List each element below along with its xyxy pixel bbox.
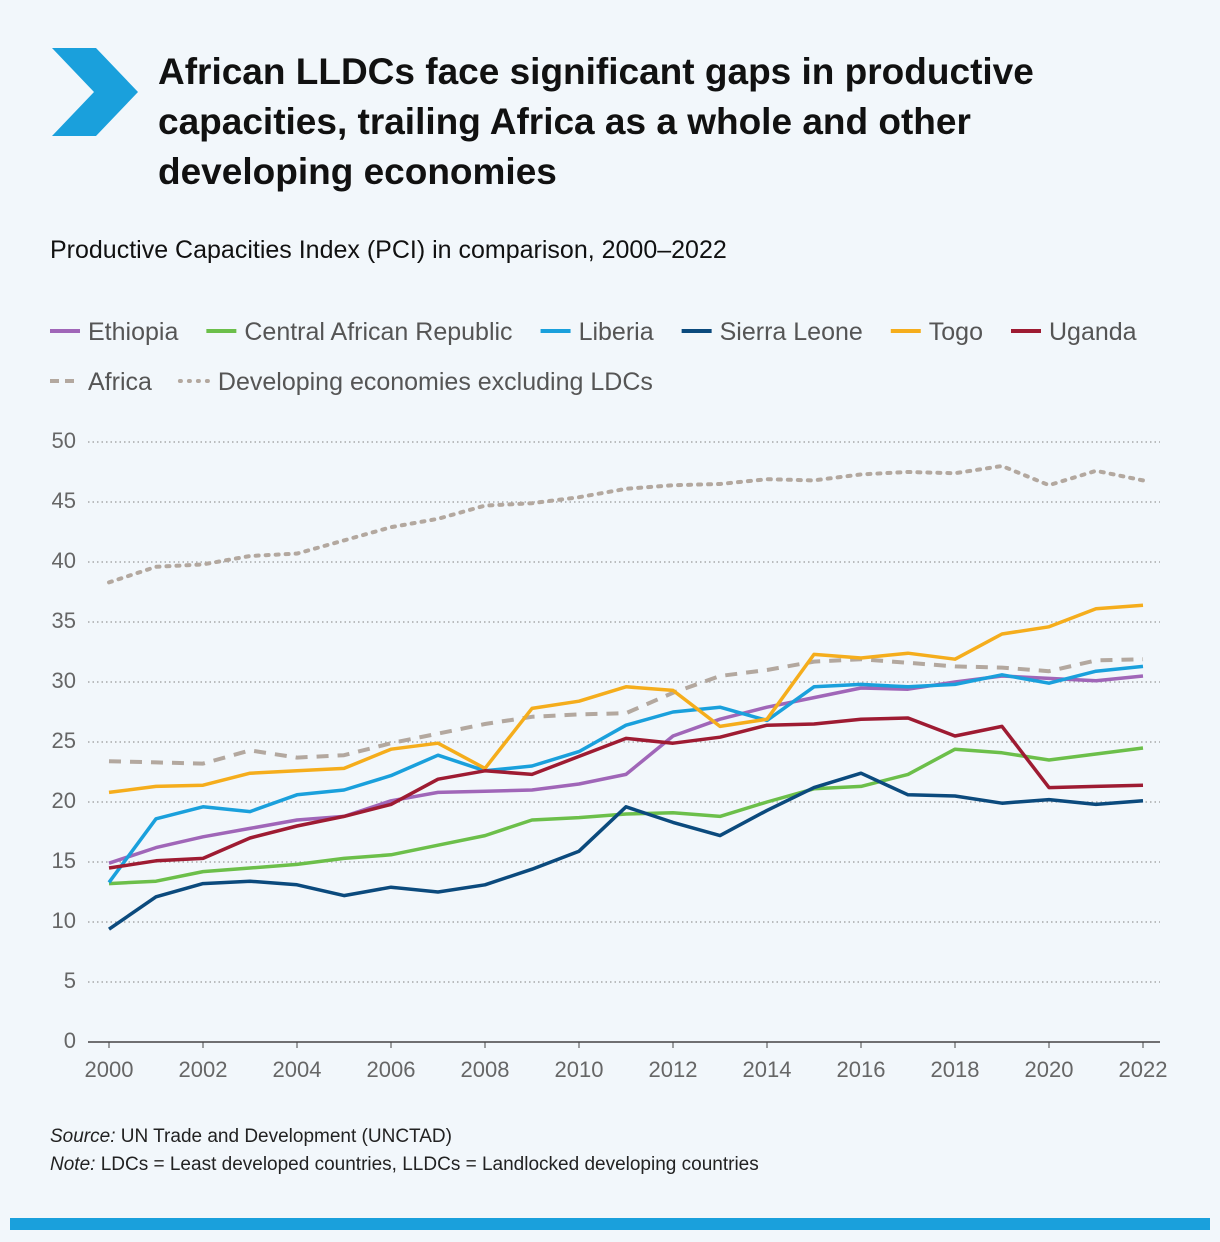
x-tick-label: 2016	[837, 1057, 886, 1082]
legend-item: Africa	[50, 368, 152, 396]
legend-label: Liberia	[579, 318, 654, 346]
y-tick-label: 50	[52, 428, 76, 453]
chevron-icon	[52, 48, 138, 136]
legend-label: Africa	[88, 368, 152, 396]
series-line	[108, 771, 1144, 931]
y-tick-label: 5	[64, 968, 76, 993]
legend-item: Liberia	[540, 318, 654, 346]
series-line	[108, 746, 1144, 886]
source: Source: UN Trade and Development (UNCTAD…	[50, 1126, 452, 1147]
x-tick-label: 2002	[179, 1057, 228, 1082]
legend-label: Ethiopia	[88, 318, 178, 346]
y-tick-label: 10	[52, 908, 76, 933]
legend-label: Togo	[929, 318, 983, 346]
y-tick-label: 0	[64, 1028, 76, 1053]
note-text: LDCs = Least developed countries, LLDCs …	[101, 1154, 759, 1175]
bottom-bar	[10, 1218, 1210, 1230]
x-tick-label: 2022	[1119, 1057, 1168, 1082]
legend-item: Togo	[890, 318, 983, 346]
legend-label: Developing economies excluding LDCs	[218, 368, 653, 396]
title-line: African LLDCs face significant gaps in p…	[158, 51, 1034, 92]
x-tick-label: 2020	[1025, 1057, 1074, 1082]
legend-item: Ethiopia	[50, 318, 178, 346]
chart-title: African LLDCs face significant gaps in p…	[158, 51, 1034, 192]
legend-item: Central African Republic	[206, 318, 513, 346]
chart-subtitle: Productive Capacities Index (PCI) in com…	[50, 236, 727, 264]
series-line	[107, 664, 1144, 884]
note: Note: LDCs = Least developed countries, …	[50, 1154, 759, 1175]
y-tick-label: 45	[52, 488, 76, 513]
legend-label: Central African Republic	[244, 318, 512, 346]
x-tick-label: 2004	[273, 1057, 322, 1082]
source-text: UN Trade and Development (UNCTAD)	[121, 1126, 452, 1147]
series-line	[108, 657, 1144, 766]
title-line: capacities, trailing Africa as a whole a…	[158, 101, 971, 142]
x-tick-label: 2000	[85, 1057, 134, 1082]
y-tick-label: 30	[52, 668, 76, 693]
legend-label: Sierra Leone	[720, 318, 863, 346]
legend-label: Uganda	[1049, 318, 1137, 346]
title-line: developing economies	[158, 151, 557, 192]
series-line	[107, 464, 1145, 585]
legend-item: Uganda	[1011, 318, 1137, 346]
x-tick-label: 2018	[931, 1057, 980, 1082]
x-tick-label: 2006	[367, 1057, 416, 1082]
legend-item: Sierra Leone	[681, 318, 863, 346]
x-tick-label: 2010	[555, 1057, 604, 1082]
note-label: Note:	[50, 1154, 95, 1175]
series-line	[108, 716, 1144, 870]
x-tick-label: 2008	[461, 1057, 510, 1082]
y-tick-label: 20	[52, 788, 76, 813]
legend-item: Developing economies excluding LDCs	[177, 368, 653, 396]
source-label: Source:	[50, 1126, 115, 1147]
y-tick-label: 25	[52, 728, 76, 753]
x-tick-label: 2012	[649, 1057, 698, 1082]
series-line	[108, 603, 1144, 795]
y-tick-label: 35	[52, 608, 76, 633]
x-tick-label: 2014	[743, 1057, 792, 1082]
y-tick-label: 15	[52, 848, 76, 873]
y-tick-label: 40	[52, 548, 76, 573]
